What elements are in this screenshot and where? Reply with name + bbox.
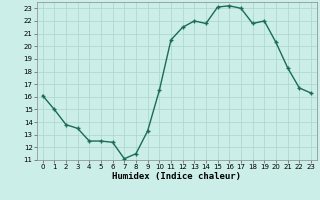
X-axis label: Humidex (Indice chaleur): Humidex (Indice chaleur)	[112, 172, 241, 181]
